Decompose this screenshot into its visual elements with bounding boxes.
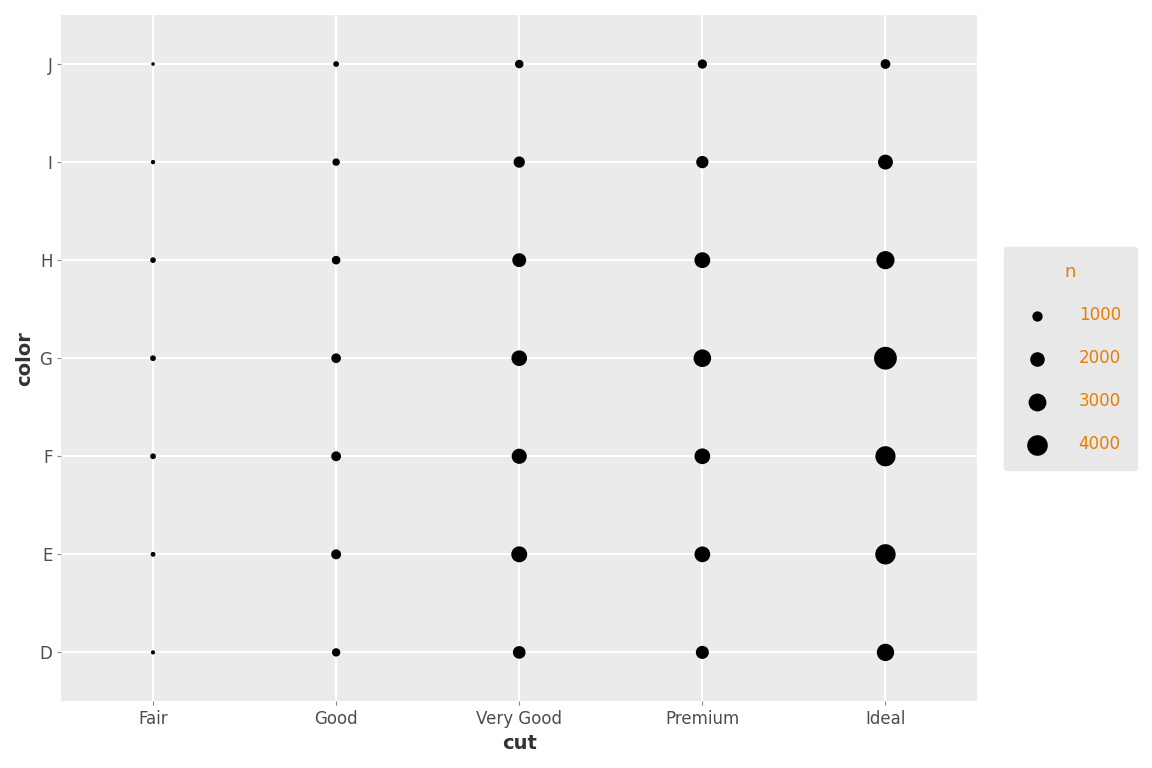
Point [510, 156, 529, 168]
Point [877, 450, 895, 462]
Point [877, 254, 895, 266]
Point [327, 450, 346, 462]
Point [144, 254, 162, 266]
Point [877, 548, 895, 561]
Point [694, 254, 712, 266]
Point [877, 156, 895, 168]
Point [144, 156, 162, 168]
Point [510, 646, 529, 658]
Point [327, 254, 346, 266]
Point [694, 450, 712, 462]
Point [327, 156, 346, 168]
Point [144, 352, 162, 364]
Point [510, 352, 529, 364]
Point [510, 548, 529, 561]
Point [327, 352, 346, 364]
Point [327, 58, 346, 70]
Point [877, 58, 895, 70]
Point [144, 548, 162, 561]
Y-axis label: color: color [15, 331, 35, 386]
Point [694, 156, 712, 168]
Point [510, 254, 529, 266]
Point [510, 450, 529, 462]
Point [877, 646, 895, 658]
Point [694, 548, 712, 561]
Point [510, 58, 529, 70]
Point [877, 352, 895, 364]
Point [327, 548, 346, 561]
Legend: 1000, 2000, 3000, 4000: 1000, 2000, 3000, 4000 [1003, 247, 1137, 470]
X-axis label: cut: cut [502, 734, 537, 753]
Point [144, 58, 162, 70]
Point [327, 646, 346, 658]
Point [144, 450, 162, 462]
Point [694, 352, 712, 364]
Point [694, 58, 712, 70]
Point [144, 646, 162, 658]
Point [694, 646, 712, 658]
